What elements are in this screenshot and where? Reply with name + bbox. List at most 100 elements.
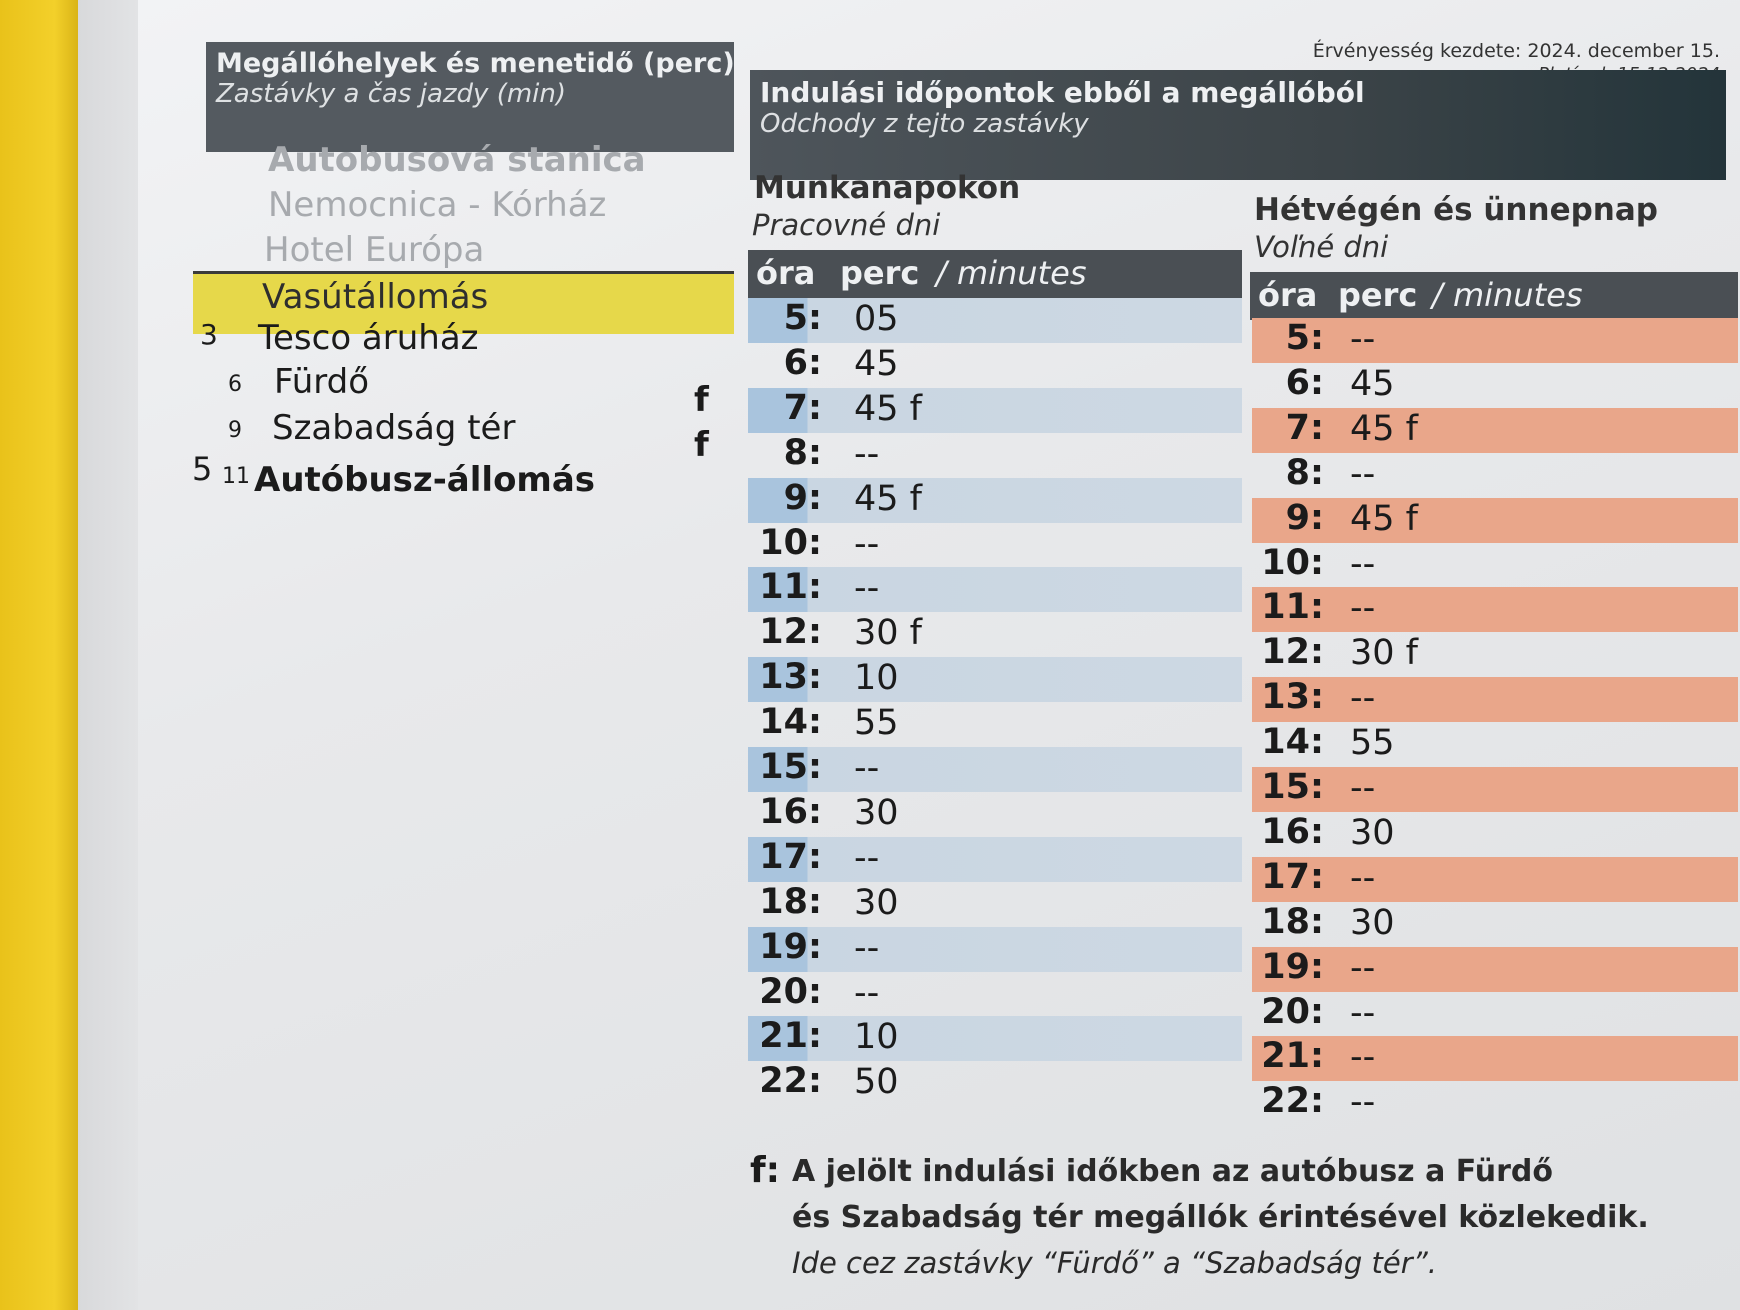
weekend-column-header: óra perc / minutes: [1250, 272, 1738, 320]
workdays-row-minutes: 30: [854, 792, 899, 833]
weekend-minute-label: perc: [1338, 276, 1418, 314]
weekend-hour-label: óra: [1258, 276, 1318, 314]
workdays-row-hour: 13:: [759, 657, 822, 698]
stop-autobusova-stanica: Autobusová stanica: [268, 140, 646, 180]
stop-autobusz-allomas: Autóbusz-állomás: [254, 460, 596, 500]
workdays-row-hour: 20:: [759, 971, 822, 1012]
weekend-row-minutes: --: [1350, 992, 1376, 1033]
weekend-subtitle: Voľné dni: [1254, 230, 1389, 264]
workdays-row-hour: 6:: [783, 342, 822, 383]
workdays-row-minutes: --: [854, 837, 880, 878]
weekend-row: 14: 55: [1252, 722, 1738, 767]
workdays-row: 18: 30: [748, 882, 1242, 927]
weekend-row: 5: --: [1252, 318, 1738, 363]
weekend-row-minutes: --: [1350, 857, 1376, 898]
workdays-row-minutes: 30: [854, 882, 899, 923]
workdays-row-minutes: 45: [854, 343, 899, 384]
validity-hu: Érvényesség kezdete: 2024. december 15.: [1312, 40, 1720, 62]
workdays-row: 7: 45 f: [748, 387, 1242, 433]
workdays-row-minutes: --: [854, 568, 880, 609]
weekend-row-hour: 19:: [1261, 946, 1324, 987]
stops-header-sk: Zastávky a čas jazdy (min): [216, 79, 567, 109]
weekend-row: 21: --: [1252, 1036, 1738, 1082]
stop-furdo: Fürdő: [274, 362, 370, 402]
workdays-row: 13: 10: [748, 657, 1242, 703]
workdays-subtitle: Pracovné dni: [752, 208, 941, 242]
workdays-row-minutes: 30 f: [854, 613, 922, 654]
workdays-row: 6: 45: [748, 343, 1242, 388]
departures-header-hu: Indulási időpontok ebből a megállóból: [760, 76, 1365, 109]
workdays-row-hour: 14:: [759, 702, 822, 743]
weekend-row-hour: 22:: [1261, 1081, 1324, 1122]
weekend-row-hour: 8:: [1285, 452, 1324, 493]
weekend-row-minutes: 45: [1350, 363, 1395, 404]
weekend-row-minutes: 55: [1350, 723, 1395, 764]
stops-header-hu: Megállóhelyek és menetidő (perc): [216, 48, 735, 79]
stop-total-time: 5: [192, 450, 213, 488]
weekend-row-hour: 21:: [1261, 1036, 1324, 1077]
workdays-row-minutes: 10: [854, 658, 899, 699]
workdays-row-hour: 15:: [759, 747, 822, 787]
weekend-row-minutes: --: [1350, 1082, 1376, 1123]
workdays-row-hour: 21:: [759, 1016, 822, 1057]
stop-szabadsag-ter: Szabadság tér: [272, 408, 516, 448]
yellow-frame: [0, 0, 78, 1310]
workdays-row-hour: 8:: [783, 432, 822, 473]
weekend-row-hour: 5:: [1285, 318, 1324, 358]
weekend-row-minutes: --: [1350, 947, 1376, 988]
workdays-row-hour: 10:: [759, 522, 822, 563]
weekend-row: 13: --: [1252, 677, 1738, 723]
workdays-row-minutes: 45 f: [854, 388, 922, 429]
weekend-row: 15: --: [1252, 767, 1738, 812]
timetable-sheet: [138, 0, 1740, 1310]
weekend-row-minutes: --: [1350, 319, 1376, 359]
workdays-minute-label: perc: [840, 254, 920, 292]
workdays-row-minutes: --: [854, 523, 880, 564]
weekend-row-minutes: 30: [1350, 812, 1395, 853]
footnote-hu-line2: és Szabadság tér megállók érintésével kö…: [792, 1200, 1649, 1235]
workdays-row: 12: 30 f: [748, 612, 1242, 657]
workdays-row: 16: 30: [748, 792, 1242, 837]
weekend-row-hour: 17:: [1261, 856, 1324, 897]
weekend-title: Hétvégén és ünnepnap: [1254, 192, 1658, 228]
stop-flag-szabadsag: f: [694, 425, 709, 465]
weekend-row: 12: 30 f: [1252, 632, 1738, 677]
stop-hotel-europa: Hotel Európa: [264, 230, 485, 270]
weekend-row: 11: --: [1252, 587, 1738, 633]
workdays-row-minutes: 50: [854, 1062, 899, 1103]
weekend-row-hour: 12:: [1261, 632, 1324, 673]
stop-flag-furdo: f: [694, 380, 709, 420]
workdays-row: 5: 05: [748, 298, 1242, 343]
weekend-row-minutes: --: [1350, 678, 1376, 719]
stop-minutes-autobusz: 11: [222, 464, 250, 489]
weekend-row-minutes: 30 f: [1350, 633, 1418, 674]
workdays-row: 20: --: [748, 972, 1242, 1017]
departures-header: Indulási időpontok ebből a megállóból Od…: [750, 70, 1726, 180]
workdays-row-hour: 17:: [759, 836, 822, 877]
workdays-row-minutes: 45 f: [854, 478, 922, 519]
weekend-row: 16: 30: [1252, 812, 1738, 857]
weekend-row-hour: 7:: [1285, 407, 1324, 448]
weekend-row: 7: 45 f: [1252, 407, 1738, 453]
workdays-row-minutes: --: [854, 433, 880, 474]
weekend-row-hour: 14:: [1261, 722, 1324, 763]
workdays-row-hour: 9:: [783, 477, 822, 518]
workdays-row-minutes: --: [854, 748, 880, 788]
workdays-row-hour: 12:: [759, 612, 822, 653]
weekend-row-minutes: --: [1350, 768, 1376, 808]
workdays-row-minutes: 10: [854, 1017, 899, 1058]
workdays-row-hour: 22:: [759, 1061, 822, 1102]
workdays-row-minutes: 55: [854, 703, 899, 744]
weekend-row-hour: 9:: [1285, 497, 1324, 538]
workdays-row-hour: 7:: [783, 387, 822, 428]
weekend-row-hour: 11:: [1261, 587, 1324, 628]
weekend-row: 20: --: [1252, 992, 1738, 1037]
weekend-minute-label-en: / minutes: [1432, 276, 1583, 314]
weekend-row-hour: 16:: [1261, 811, 1324, 852]
workdays-row-hour: 18:: [759, 881, 822, 922]
weekend-row-minutes: --: [1350, 543, 1376, 584]
weekend-row: 19: --: [1252, 946, 1738, 992]
workdays-row: 21: 10: [748, 1016, 1242, 1062]
workdays-row-hour: 5:: [783, 298, 822, 338]
workdays-row: 14: 55: [748, 702, 1242, 747]
